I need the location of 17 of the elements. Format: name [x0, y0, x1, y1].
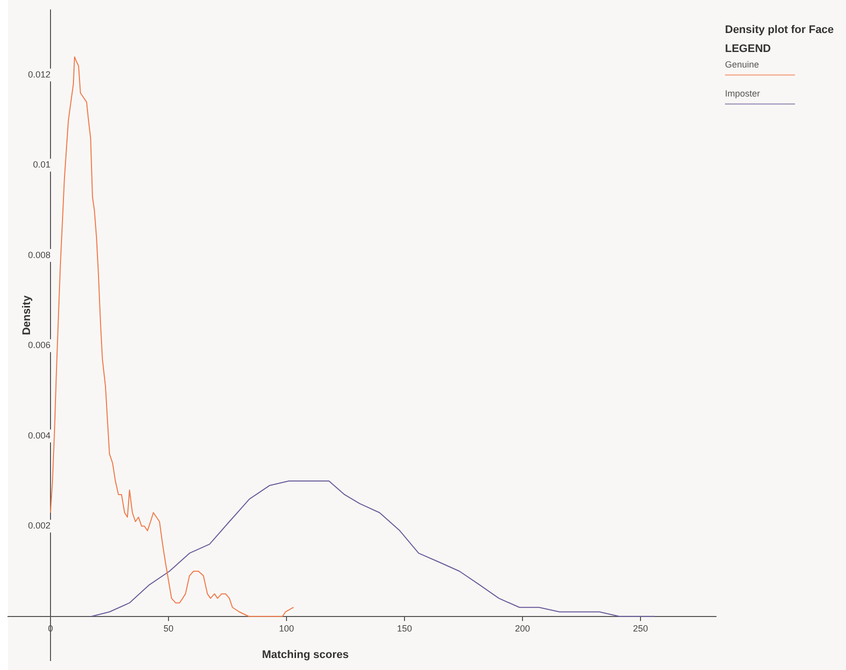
x-tick-label: 200	[514, 623, 530, 634]
y-tick-label: 0.01	[32, 160, 50, 170]
x-tick-label: 50	[163, 623, 174, 634]
text: Genuine	[725, 59, 760, 70]
y-tick-label: 0.006	[28, 340, 50, 350]
text: Density plot for Face	[725, 24, 834, 36]
y-axis-title: Density	[21, 294, 34, 336]
text: Imposter	[725, 88, 760, 98]
x-tick-label: 250	[632, 623, 648, 634]
legend-title: LEGEND	[725, 43, 771, 56]
x-axis-title: Matching scores	[262, 649, 349, 662]
y-tick-label: 0.012	[28, 69, 50, 80]
y-tick-label: 0.008	[28, 250, 50, 260]
y-tick-label: 0.002	[28, 520, 50, 531]
x-tick-label: 100	[278, 623, 294, 634]
y-tick-label: 0.004	[28, 430, 50, 440]
x-tick-label: 150	[396, 623, 412, 634]
